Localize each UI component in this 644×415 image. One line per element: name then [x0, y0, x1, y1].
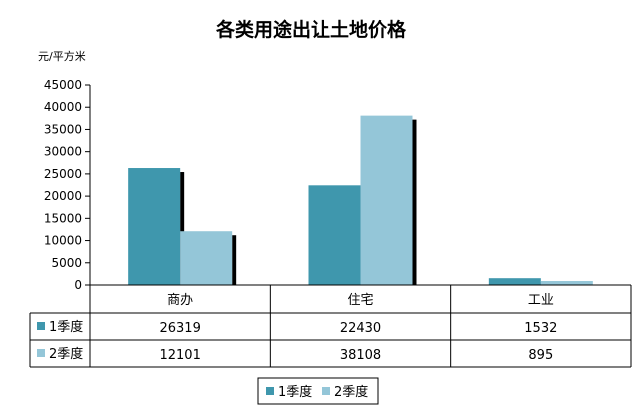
- y-tick-label: 10000: [44, 234, 82, 248]
- legend-swatch: [322, 387, 330, 395]
- table-value-cell: 895: [528, 348, 553, 363]
- y-tick-label: 30000: [44, 145, 82, 159]
- legend: 1季度 2季度: [257, 377, 379, 405]
- legend-label: 2季度: [334, 384, 368, 400]
- category-label: 住宅: [347, 293, 373, 308]
- bar-shadow: [412, 119, 417, 286]
- y-tick-label: 25000: [44, 167, 82, 181]
- bars: [128, 115, 593, 286]
- bar: [488, 278, 541, 285]
- category-label: 工业: [528, 293, 554, 308]
- bar-shadow: [180, 172, 185, 285]
- legend-box: [257, 377, 379, 405]
- data-table: 商办 26319 12101 住宅 22430 38108 工业 1532 895 1季度 2季度: [29, 284, 632, 368]
- table-value-cell: 1532: [524, 321, 557, 336]
- category-label: 商办: [167, 293, 193, 308]
- chart-title: 各类用途出让土地价格: [215, 18, 407, 41]
- y-axis: 0 5000 10000 15000 20000 25000 30000 35000 40000…: [44, 78, 91, 292]
- y-tick-label: 45000: [44, 78, 82, 92]
- table-value-cell: 26319: [159, 321, 200, 336]
- y-tick-label: 35000: [44, 122, 82, 136]
- table-value-cell: 38108: [340, 348, 381, 363]
- series-swatch: [37, 349, 45, 357]
- y-tick-label: 20000: [44, 189, 82, 203]
- bar: [540, 281, 593, 285]
- y-tick-label: 40000: [44, 100, 82, 114]
- y-tick-label: 0: [74, 278, 82, 292]
- legend-label: 1季度: [278, 384, 312, 400]
- table-value-cell: 12101: [159, 348, 200, 363]
- bar-shadow: [232, 235, 237, 285]
- table-value-cell: 22430: [340, 321, 381, 336]
- legend-swatch: [266, 387, 274, 395]
- bar: [308, 185, 361, 285]
- bar: [128, 168, 181, 285]
- y-tick-label: 15000: [44, 211, 82, 225]
- bar: [360, 115, 413, 286]
- series-row-label: 2季度: [49, 346, 83, 362]
- series-swatch: [37, 322, 45, 330]
- series-row-label: 1季度: [49, 319, 83, 335]
- y-tick-label: 5000: [51, 256, 82, 270]
- bar: [180, 231, 233, 285]
- y-axis-unit-label: 元/平方米: [38, 49, 86, 63]
